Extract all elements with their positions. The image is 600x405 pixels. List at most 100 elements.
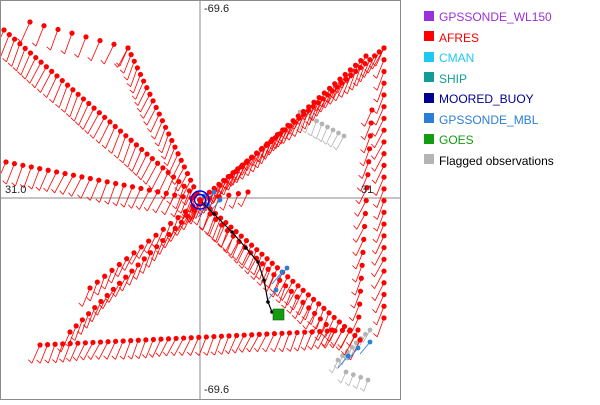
observation-dot [181,335,186,340]
wind-barb-flag [153,209,156,213]
wind-barb-flag [360,150,364,153]
wind-barb [104,44,114,64]
observation-dot [75,341,80,346]
observation-dot [326,310,331,315]
observation-dot [381,92,386,97]
center-dot [197,197,203,203]
wind-barb [63,344,70,363]
observation-dot [76,92,81,97]
wind-barb-flag [254,348,257,352]
wind-barb-flag [349,317,353,320]
wind-barb-flag [336,346,339,350]
wind-barb [139,340,146,359]
legend-label: CMAN [439,51,474,65]
wind-barb-flag [303,325,306,329]
observation-dot [79,174,84,179]
wind-observation-map[interactable]: -69.6 -69.6 31.0 31 [0,0,401,400]
observation-dot [28,50,33,55]
observation-dot [175,215,180,220]
legend-swatch [424,31,434,41]
wind-barb-flag [246,348,249,352]
wind-barb-flag [353,252,356,256]
observation-dot [135,262,140,267]
wind-barb-flag [101,286,105,289]
wind-barb [215,336,222,355]
legend-item-moored-buoy[interactable]: MOORED_BUOY [424,88,600,109]
observation-dot [332,328,337,333]
observation-dot [270,137,275,142]
legend-item-flagged-observations[interactable]: Flagged observations [424,150,600,171]
wind-barb [0,162,6,182]
observation-dot [332,315,337,320]
observation-dot [182,164,187,169]
wind-barb-flag [121,204,125,207]
wind-barb-flag [171,213,175,217]
observation-dot [317,329,322,334]
observation-dot [27,19,32,24]
observation-dot [340,328,345,333]
wind-barb-flag [270,289,273,293]
wind-barb-flag [318,138,322,142]
wind-barb-flag [124,164,128,167]
observation-dot [124,256,129,261]
legend-item-goes[interactable]: GOES [424,129,600,150]
observation-dot [139,147,144,152]
observation-dot [139,244,144,249]
wind-barb [63,175,74,194]
goes-marker [273,309,284,320]
observation-dot [265,267,270,272]
wind-barb-flag [68,193,71,197]
wind-barb [6,164,14,184]
observation-dot [381,175,386,180]
observation-dot [46,168,51,173]
wind-barb [375,248,384,266]
wind-barb [146,340,154,359]
observation-dot [257,332,262,337]
legend-item-gpssonde-wl150[interactable]: GPSSONDE_WL150 [424,6,600,27]
wind-barb-flag [238,203,242,207]
wind-barb [222,336,229,355]
wind-barb [32,345,40,363]
wind-barb-flag [96,140,99,144]
wind-barb-flag [43,94,46,98]
observation-dot [226,333,231,338]
wind-barb-flag [102,145,106,149]
wind-barb-flag [27,80,30,84]
observation-dot [351,372,356,377]
legend-item-afres[interactable]: AFRES [424,27,600,48]
observation-dot [381,104,386,109]
observation-dot [153,233,158,238]
wind-barb-flag [301,347,305,350]
observation-dot [295,294,300,299]
observation-dot [226,193,231,198]
observation-dot [1,27,6,32]
observation-dot [128,338,133,343]
legend-label: AFRES [439,30,479,44]
wind-barb-flag [32,43,36,46]
afres-observations-layer [0,19,387,363]
wind-barb-flag [338,344,341,348]
wind-barb-flag [172,181,175,185]
wind-barb [124,55,131,74]
wind-barb-flag [167,201,171,204]
wind-barb-flag [45,360,49,363]
wind-barb-flag [28,360,32,364]
legend-swatch [424,72,434,82]
observation-dot [320,122,325,127]
wind-barb [75,320,82,341]
wind-barb-flag [95,356,98,360]
wind-barb-flag [294,348,298,351]
wind-barb-flag [66,358,70,362]
wind-barb-flag [251,276,254,280]
legend-label: GPSSONDE_MBL [439,112,538,126]
observation-dot [150,98,155,103]
map-canvas[interactable] [0,0,401,400]
legend-item-ship[interactable]: SHIP [424,68,600,89]
wind-barb [123,140,131,163]
wind-barb-flag [151,136,155,139]
wind-barb-flag [338,379,342,383]
legend-item-gpssonde-mbl[interactable]: GPSSONDE_MBL [424,109,600,130]
wind-barb [321,127,327,142]
legend-item-cman[interactable]: CMAN [424,47,600,68]
observation-dot [138,72,143,77]
